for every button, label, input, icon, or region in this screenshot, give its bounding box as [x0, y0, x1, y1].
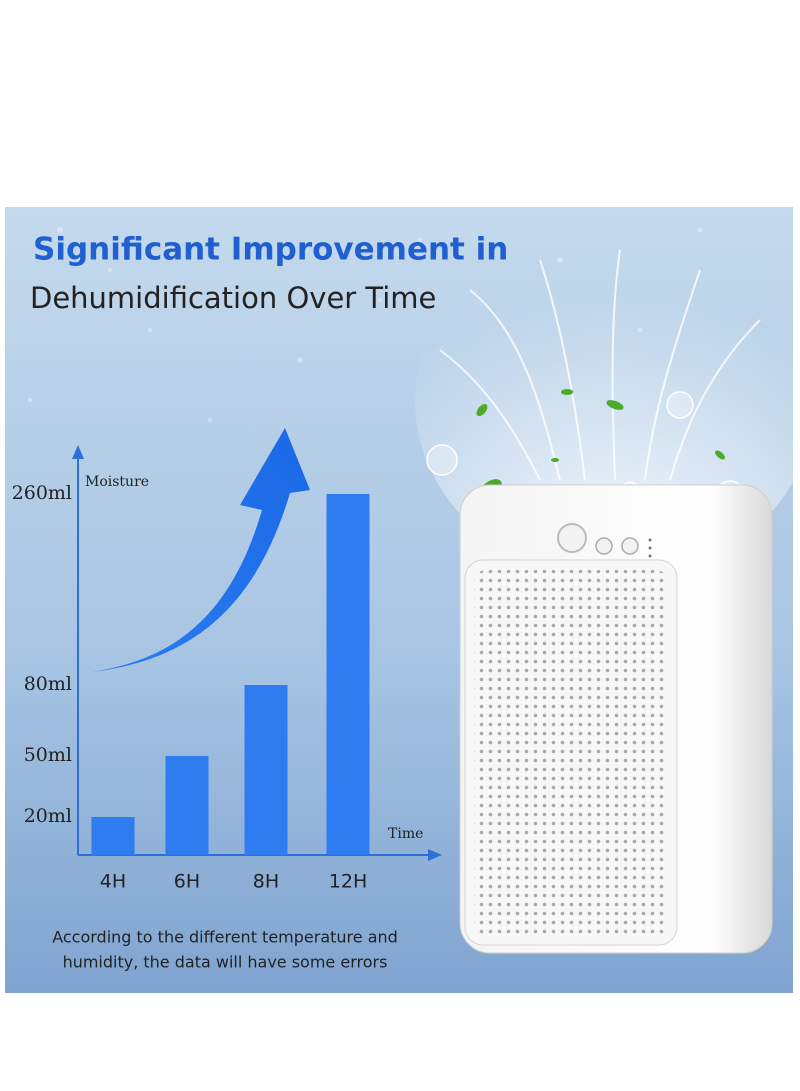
- y-tick-label: 80ml: [24, 673, 72, 695]
- y-axis-label: Moisture: [85, 474, 149, 490]
- y-tick-label: 50ml: [24, 744, 72, 766]
- x-tick-label: 6H: [174, 871, 200, 893]
- chart-subtitle: Dehumidification Over Time: [30, 281, 436, 315]
- bar: [165, 756, 209, 855]
- x-tick-label: 8H: [253, 871, 279, 893]
- bar: [244, 685, 288, 855]
- y-tick-label: 20ml: [24, 805, 72, 827]
- dehumidifier: [459, 484, 773, 954]
- bar: [91, 817, 135, 855]
- y-tick-label: 260ml: [12, 482, 72, 504]
- footnote: humidity, the data will have some errors: [63, 953, 388, 972]
- chart-title: Significant Improvement in: [33, 232, 508, 268]
- footnote: According to the different temperature a…: [52, 928, 398, 947]
- growth-arrow: [92, 428, 310, 672]
- bar: [326, 494, 370, 855]
- x-tick-label: 12H: [329, 871, 367, 893]
- mist-streaks: [439, 249, 761, 481]
- x-axis-label: Time: [388, 826, 423, 842]
- x-tick-label: 4H: [100, 871, 126, 893]
